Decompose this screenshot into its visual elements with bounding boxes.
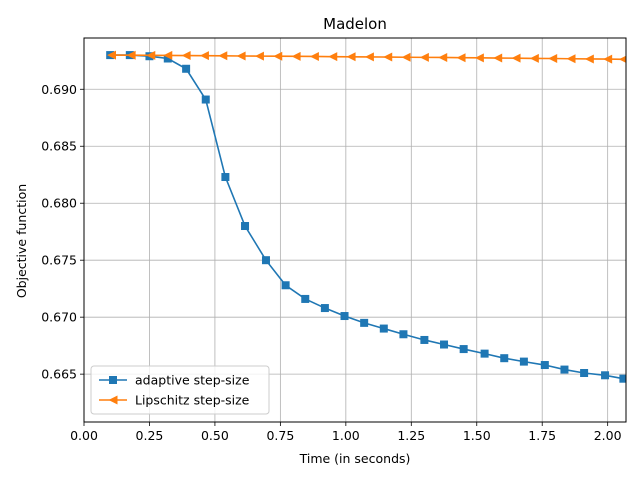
legend: adaptive step-size Lipschitz step-size [90,365,270,415]
y-tick-label: 0.690 [41,82,77,97]
data-point-adaptive [301,294,310,303]
x-tick-label: 0.50 [201,428,229,443]
data-point-adaptive [560,365,569,374]
legend-label-lipschitz: Lipschitz step-size [135,393,250,408]
data-point-adaptive [163,54,172,63]
legend-label-adaptive: adaptive step-size [135,373,250,388]
data-point-adaptive [540,361,549,370]
x-axis-label: Time (in seconds) [299,451,411,466]
data-point-lipschitz [346,52,356,62]
data-point-lipschitz [309,51,319,61]
legend-box [90,365,270,415]
data-point-lipschitz [291,51,301,61]
data-point-lipschitz [401,52,411,62]
data-point-adaptive [241,222,250,231]
x-tick-label: 1.50 [463,428,491,443]
data-point-lipschitz [181,51,191,61]
data-point-lipschitz [456,53,466,63]
data-point-adaptive [201,95,210,104]
x-tick-label: 0.00 [70,428,98,443]
data-point-lipschitz [236,51,246,61]
data-point-lipschitz [618,55,626,63]
x-tick-label: 1.25 [397,428,425,443]
data-point-lipschitz [529,53,539,63]
data-point-adaptive [601,371,610,380]
data-point-adaptive [519,357,528,366]
data-point-lipschitz [254,51,264,61]
data-point-adaptive [261,256,270,265]
data-point-adaptive [320,304,329,313]
series-adaptive [106,51,626,383]
data-point-adaptive [399,330,408,339]
x-tick-label: 1.75 [528,428,556,443]
data-point-adaptive [500,354,509,363]
data-point-adaptive [420,335,429,344]
data-point-adaptive [281,281,290,290]
y-tick-label: 0.670 [41,310,77,325]
data-point-lipschitz [419,52,429,62]
grid [83,38,626,422]
data-point-adaptive [619,374,626,383]
data-point-lipschitz [511,53,521,63]
x-tick-label: 0.25 [136,428,164,443]
data-point-adaptive [580,369,589,378]
y-axis: 0.665 0.670 0.675 0.680 0.685 0.690 [41,82,84,382]
data-point-adaptive [480,349,489,358]
plot-frame [83,37,627,423]
chart-title: Madelon [323,15,387,33]
x-tick-label: 2.00 [594,428,622,443]
x-axis: 0.00 0.25 0.50 0.75 1.00 1.25 1.50 1.75 2.00 [70,422,622,443]
x-tick-label: 0.75 [266,428,294,443]
data-point-lipschitz [383,52,393,62]
data-point-lipschitz [584,54,594,64]
y-tick-label: 0.680 [41,196,77,211]
data-point-lipschitz [603,54,613,64]
data-point-lipschitz [218,51,228,61]
data-point-lipschitz [273,51,283,61]
data-point-lipschitz [474,53,484,63]
x-tick-label: 1.00 [332,428,360,443]
data-point-adaptive [182,64,191,73]
data-point-lipschitz [548,54,558,64]
data-point-adaptive [221,173,230,182]
data-point-lipschitz [493,53,503,63]
data-point-lipschitz [126,50,136,60]
data-point-lipschitz [328,52,338,62]
y-tick-label: 0.665 [41,367,77,382]
data-point-lipschitz [199,51,209,61]
data-point-lipschitz [364,52,374,62]
legend-marker-adaptive [109,376,117,384]
y-tick-label: 0.675 [41,253,77,268]
data-point-adaptive [340,312,349,321]
data-point-adaptive [459,345,468,354]
data-point-lipschitz [438,52,448,62]
y-axis-label: Objective function [14,184,29,298]
series-lipschitz [106,50,626,64]
series-layer [106,50,626,383]
data-point-lipschitz [106,50,116,60]
data-point-lipschitz [163,50,173,60]
data-point-lipschitz [146,50,156,60]
y-tick-label: 0.685 [41,139,77,154]
legend-marker-lipschitz [108,395,118,405]
data-point-adaptive [440,340,449,349]
data-point-adaptive [379,324,388,333]
data-point-adaptive [360,318,369,327]
data-point-lipschitz [566,54,576,64]
